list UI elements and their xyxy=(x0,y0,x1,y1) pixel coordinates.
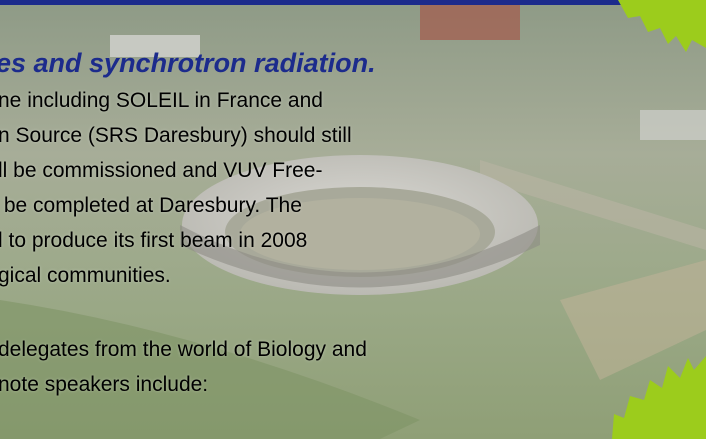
text-content: es and synchrotron radiation. ne includi… xyxy=(0,0,706,439)
text-line: ll be commissioned and VUV Free- xyxy=(0,159,322,183)
text-line: l to produce its first beam in 2008 xyxy=(0,229,307,253)
text-line: delegates from the world of Biology and xyxy=(0,338,367,362)
text-line: gical communities. xyxy=(0,264,171,288)
text-line: n Source (SRS Daresbury) should still xyxy=(0,124,352,148)
page: {"heading": "es and synchrotron radiatio… xyxy=(0,0,706,439)
text-line: note speakers include: xyxy=(0,373,208,397)
text-line: ne including SOLEIL in France and xyxy=(0,89,323,113)
heading: es and synchrotron radiation. xyxy=(0,48,376,79)
text-line: be completed at Daresbury. The xyxy=(0,194,302,218)
